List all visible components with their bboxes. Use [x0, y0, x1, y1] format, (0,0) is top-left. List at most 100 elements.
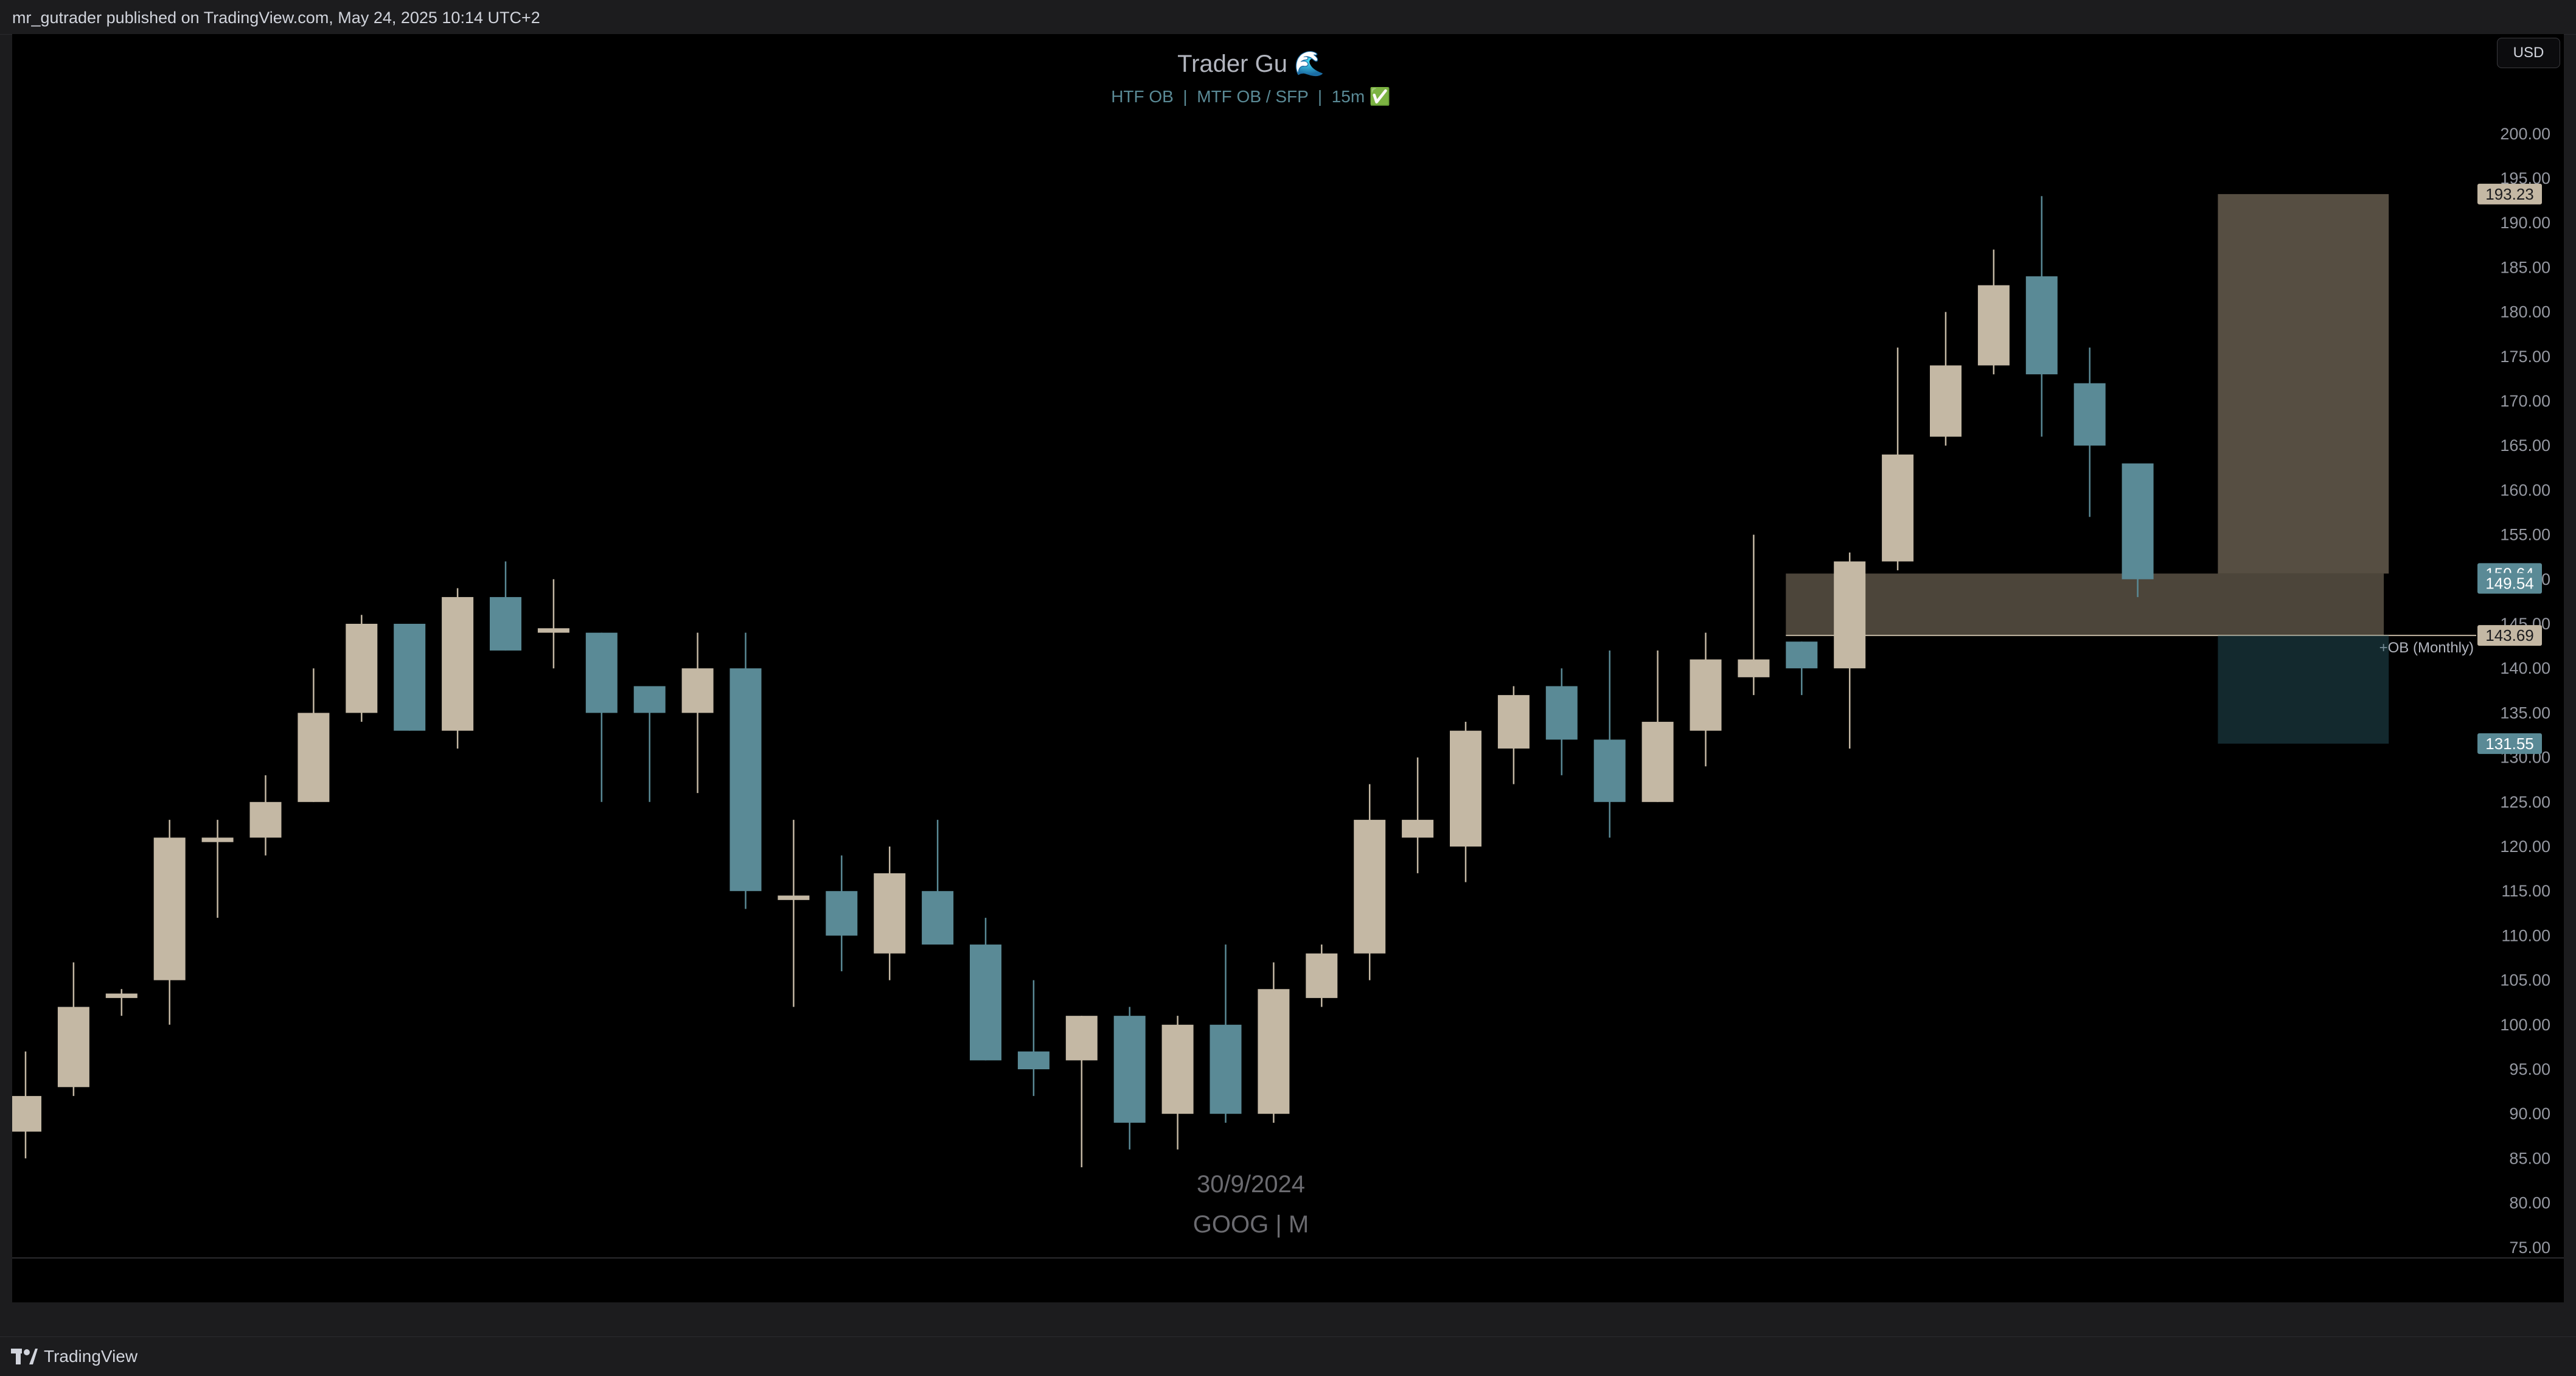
candle-body [585, 632, 618, 713]
price-tick-label: 100.00 [2500, 1016, 2550, 1034]
candle[interactable] [1593, 650, 1626, 838]
price-tick-label: 105.00 [2500, 971, 2550, 990]
axis-price-label-text: 131.55 [2485, 735, 2534, 753]
axis-price-label-text: 143.69 [2485, 626, 2534, 644]
candle[interactable] [1210, 945, 1242, 1123]
candle-body [1882, 454, 1914, 562]
position-target-zone[interactable] [2218, 194, 2389, 574]
candle-body [681, 668, 714, 713]
price-tick-label: 185.00 [2500, 258, 2550, 276]
chart-panel[interactable]: +OB (Monthly) 75.00 80.00 85.00 90.00 95.00 1… [12, 34, 2564, 1302]
axis-price-label [2477, 573, 2542, 594]
order-block-label: +OB (Monthly) [2379, 640, 2474, 656]
candle-body [2073, 383, 2106, 446]
candle[interactable] [826, 855, 858, 971]
price-tick-label: 120.00 [2500, 837, 2550, 856]
candle-body [1402, 820, 1434, 838]
axis-price-label [2477, 733, 2542, 754]
candle[interactable] [1065, 1016, 1098, 1168]
candle-body [394, 624, 426, 731]
candle[interactable] [1690, 632, 1722, 767]
candle[interactable] [2025, 196, 2058, 437]
candle[interactable] [1306, 945, 1338, 1007]
candle[interactable] [442, 588, 474, 749]
candle-body [1065, 1016, 1098, 1061]
candle[interactable] [1641, 650, 1674, 802]
candle-body [1354, 820, 1386, 954]
candle-body [633, 686, 666, 713]
candle[interactable] [681, 632, 714, 794]
axis-price-label [2477, 625, 2542, 646]
price-tick-label: 110.00 [2501, 926, 2550, 945]
candle-body [1017, 1051, 1050, 1069]
candle[interactable] [970, 918, 1001, 1061]
candle-body [1161, 1024, 1194, 1114]
candle[interactable] [1017, 980, 1050, 1096]
candle[interactable] [153, 820, 186, 1025]
candle[interactable] [1497, 686, 1530, 784]
indicator-list[interactable]: HTF OB | MTF OB / SFP | 15m ✅ [1111, 86, 1391, 107]
candle[interactable] [537, 579, 569, 669]
candle[interactable] [585, 632, 618, 802]
candle-body [1306, 953, 1338, 998]
candle[interactable] [298, 668, 330, 802]
candle[interactable] [1738, 534, 1770, 696]
candle-body [153, 837, 186, 980]
candle-body [922, 891, 954, 945]
candle-body [1834, 561, 1866, 669]
candle[interactable] [633, 686, 666, 802]
candle[interactable] [2073, 347, 2106, 517]
candle[interactable] [922, 820, 954, 945]
candle[interactable] [1786, 641, 1818, 696]
candle-body [729, 668, 762, 892]
candle[interactable] [1834, 552, 1866, 749]
candle-body [1690, 659, 1722, 731]
candle[interactable] [1354, 784, 1386, 980]
order-block-zone[interactable] [1786, 573, 2384, 636]
candle[interactable] [1113, 1007, 1146, 1150]
candle-body [1545, 686, 1578, 740]
candle[interactable] [12, 1051, 41, 1159]
candle[interactable] [729, 632, 762, 909]
candle-body [1738, 659, 1770, 677]
candle[interactable] [1882, 347, 1914, 571]
candle[interactable] [249, 775, 282, 856]
candle[interactable] [346, 615, 378, 722]
watermark-date: 30/9/2024 [1197, 1171, 1305, 1198]
candle[interactable] [105, 989, 138, 1016]
candle[interactable] [57, 962, 89, 1096]
candle[interactable] [1258, 962, 1290, 1123]
candle-body [442, 597, 474, 731]
candle[interactable] [490, 561, 521, 651]
candle[interactable] [2122, 463, 2154, 598]
chart-title: Trader Gu 🌊 [1177, 49, 1325, 77]
candle[interactable] [874, 847, 906, 980]
candle[interactable] [201, 820, 234, 918]
candle-body [778, 895, 810, 900]
price-tick-label: 180.00 [2500, 303, 2550, 321]
axis-price-label-text: 193.23 [2485, 185, 2534, 203]
tradingview-brand[interactable]: TradingView [11, 1347, 138, 1366]
candlestick-chart[interactable]: +OB (Monthly) 75.00 80.00 85.00 90.00 95.00 1… [12, 34, 2564, 1302]
candle-body [537, 628, 569, 633]
price-tick-label: 140.00 [2500, 659, 2550, 677]
price-tick-label: 125.00 [2500, 793, 2550, 811]
candle[interactable] [1161, 1016, 1194, 1150]
candle-body [1210, 1024, 1242, 1114]
time-axis: 021MarMayJulSepNov2022MarMayJulSepNov202… [12, 1257, 2564, 1259]
candle[interactable] [394, 624, 426, 731]
candle-body [1786, 641, 1818, 669]
currency-button[interactable]: USD [2497, 38, 2560, 68]
candle[interactable] [1402, 757, 1434, 873]
candle-body [1113, 1016, 1146, 1123]
candle[interactable] [1450, 722, 1481, 882]
candle[interactable] [1977, 250, 2010, 375]
position-stop-zone[interactable] [2218, 635, 2389, 744]
candle[interactable] [1930, 312, 1962, 446]
candle-body [1497, 695, 1530, 749]
price-tick-label: 165.00 [2500, 436, 2550, 455]
candle[interactable] [1545, 668, 1578, 775]
candle[interactable] [778, 820, 810, 1007]
candle-body [1977, 285, 2010, 366]
price-tick-label: 190.00 [2500, 214, 2550, 232]
